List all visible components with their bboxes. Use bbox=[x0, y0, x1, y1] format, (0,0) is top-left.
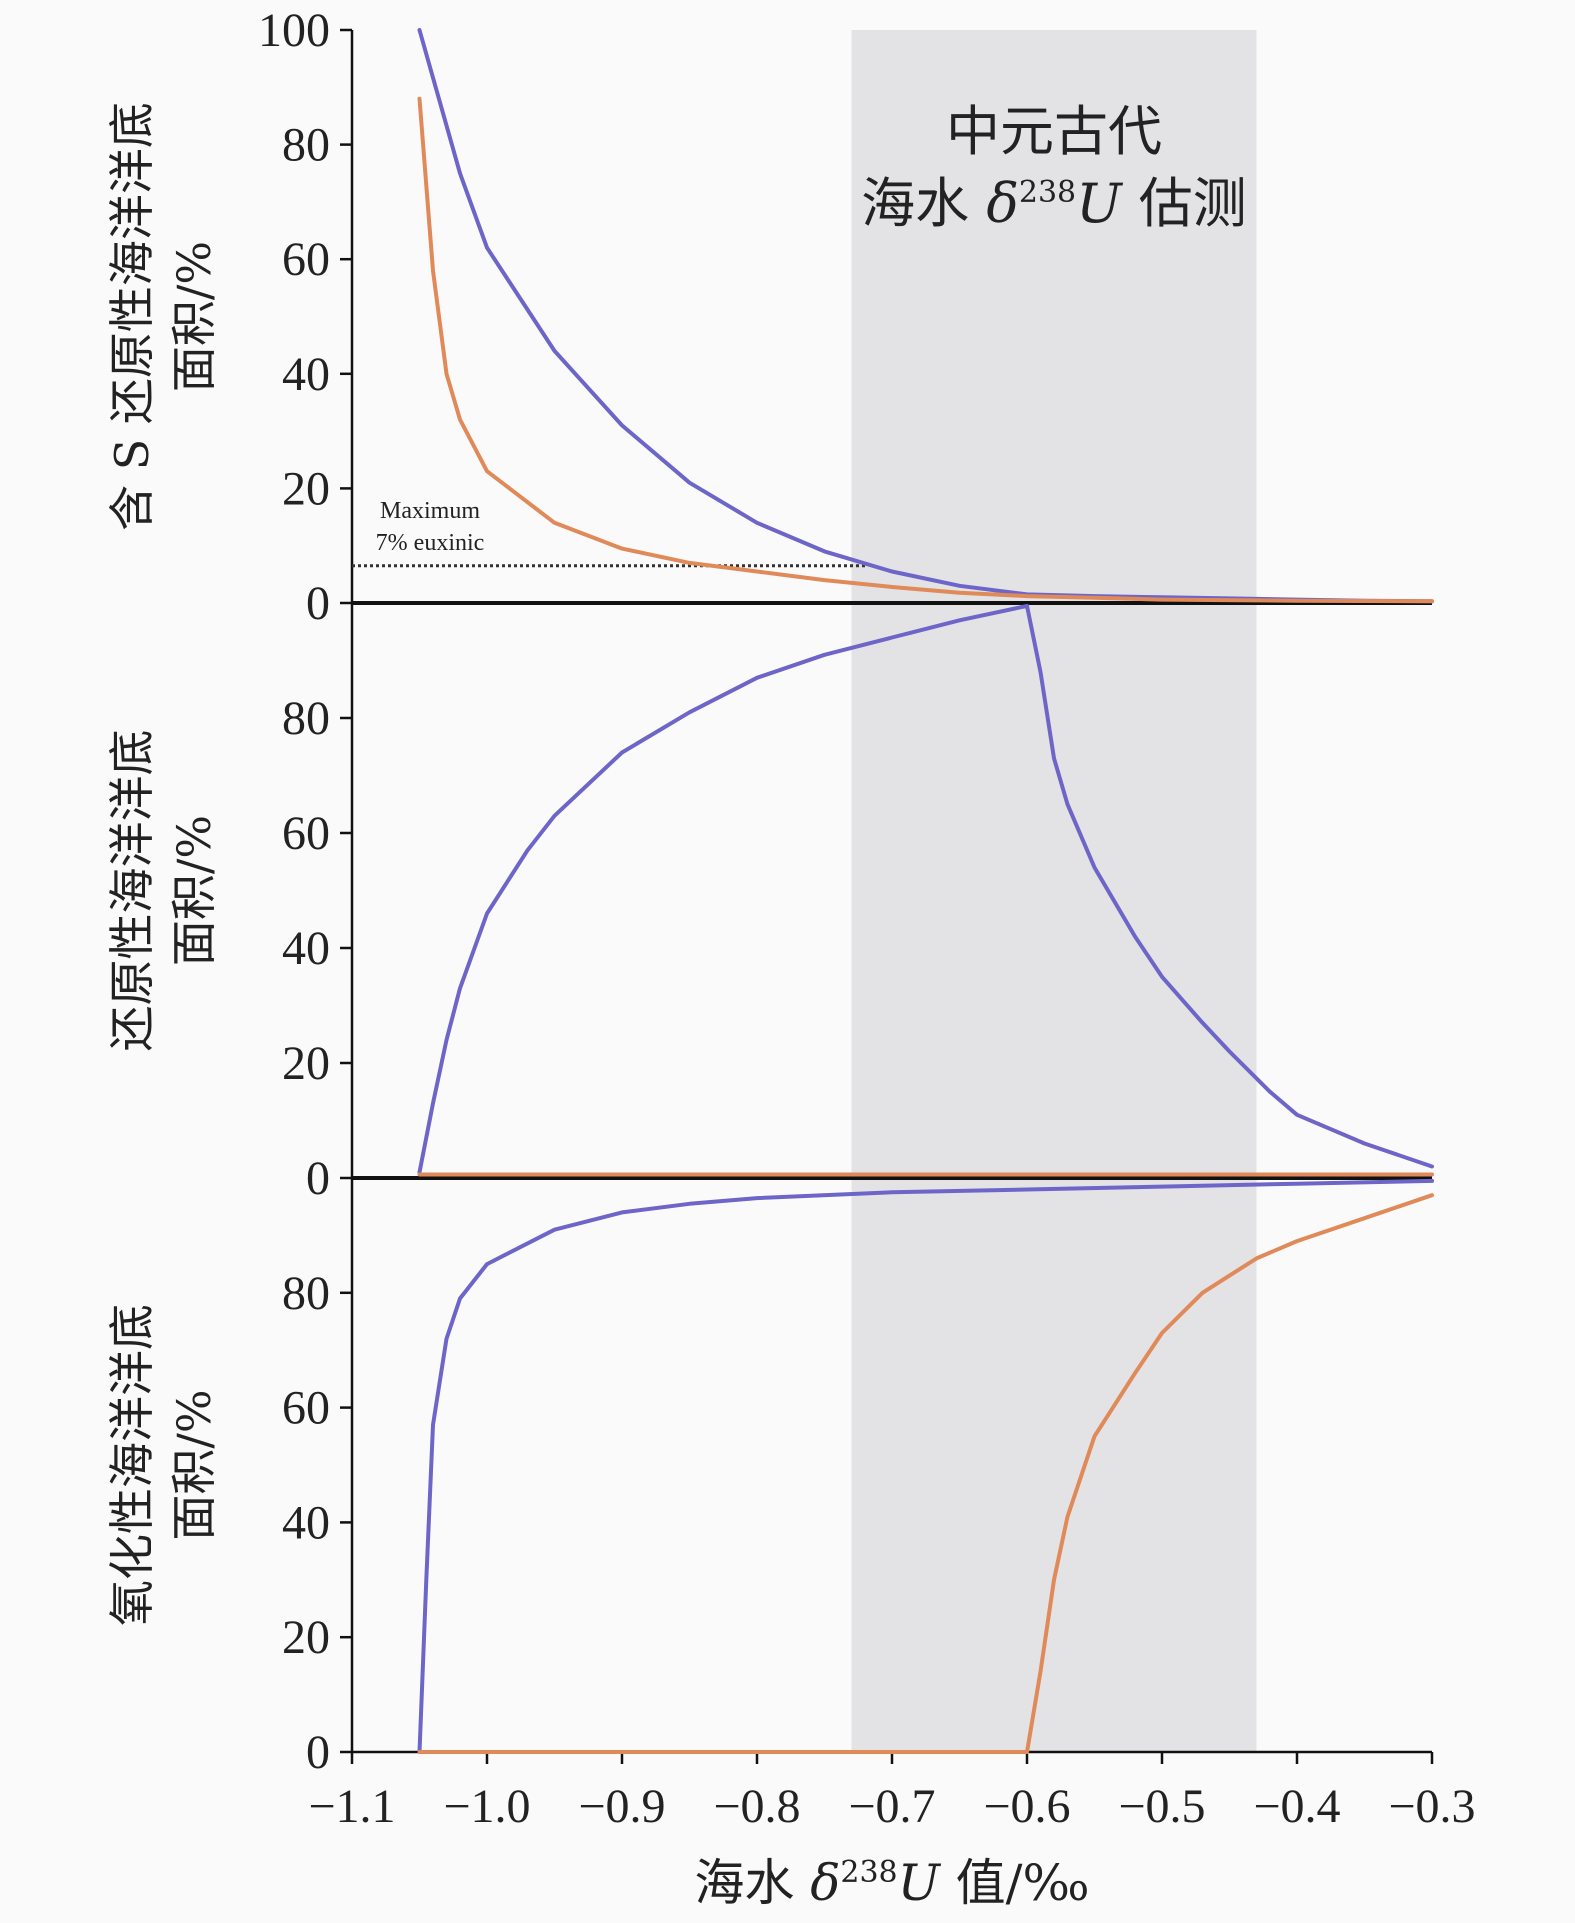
series-3-blue bbox=[417, 1178, 1434, 1754]
x-tick-label-6: −0.5 bbox=[1118, 1780, 1205, 1833]
shaded-band-layer bbox=[851, 30, 1257, 1752]
annotation-line2: 7% euxinic bbox=[376, 530, 485, 556]
text-layer: 0 20 40 60 80 100 Maximum 7% euxinic 含 S 还原性海洋洋底… bbox=[105, 4, 1476, 1912]
y-tick-label-3-0: 0 bbox=[306, 1726, 330, 1779]
y-axis-label-line1-3: 氧化性海洋洋底 bbox=[105, 1304, 159, 1626]
x-tick-label-2: −0.9 bbox=[578, 1780, 665, 1833]
x-label-post: 值/‰ bbox=[940, 1854, 1090, 1912]
y-tick-label-2-20: 20 bbox=[282, 1037, 330, 1090]
annotation-line1: Maximum bbox=[380, 498, 480, 524]
band-label-post: 估测 bbox=[1122, 172, 1247, 235]
y-tick-label-2-60: 60 bbox=[282, 807, 330, 860]
y-tick-label-3-40: 40 bbox=[282, 1496, 330, 1549]
y-tick-label-1-40: 40 bbox=[282, 348, 330, 401]
y-tick-label-2-40: 40 bbox=[282, 922, 330, 975]
band-label-sup: 238 bbox=[1019, 175, 1076, 210]
series-3-orange bbox=[417, 1193, 1434, 1754]
x-label-iso: U bbox=[898, 1854, 942, 1912]
y-axis-label-line2-3: 面积/% bbox=[167, 1389, 221, 1540]
y-axis-label-line2-2: 面积/% bbox=[167, 815, 221, 966]
x-tick-label-7: −0.4 bbox=[1253, 1780, 1340, 1833]
y-axis-label-3: 氧化性海洋洋底 面积/% bbox=[105, 1304, 221, 1626]
band-label-line1: 中元古代 bbox=[946, 100, 1162, 163]
series-2-blue bbox=[417, 603, 1434, 1175]
y-tick-label-2-80: 80 bbox=[282, 692, 330, 745]
x-tick-label-5: −0.6 bbox=[983, 1780, 1070, 1833]
x-tick-label-3: −0.8 bbox=[713, 1780, 800, 1833]
y-tick-label-2-0: 0 bbox=[306, 1152, 330, 1205]
y-tick-label-3-60: 60 bbox=[282, 1382, 330, 1435]
x-label-sup: 238 bbox=[840, 1855, 897, 1890]
y-tick-label-1-100: 100 bbox=[258, 4, 330, 57]
y-tick-label-1-0: 0 bbox=[306, 577, 330, 630]
band-label-line2: 海水 δ238U 估测 bbox=[861, 172, 1247, 235]
series-layer bbox=[417, 28, 1434, 1754]
band-label-iso: U bbox=[1076, 172, 1123, 235]
x-tick-label-1: −1.0 bbox=[443, 1780, 530, 1833]
series-1-orange bbox=[417, 96, 1434, 604]
band-label-delta: δ bbox=[986, 172, 1019, 235]
band-label-pre: 海水 bbox=[861, 172, 986, 235]
x-tick-label-8: −0.3 bbox=[1388, 1780, 1475, 1833]
x-axis-label: 海水 δ238U 值/‰ bbox=[694, 1854, 1089, 1912]
x-label-delta: δ bbox=[810, 1854, 840, 1912]
y-tick-label-1-80: 80 bbox=[282, 119, 330, 172]
x-label-pre: 海水 bbox=[694, 1854, 810, 1912]
y-axis-label-line1-1: 含 S 还原性海洋洋底 bbox=[105, 102, 159, 531]
x-tick-label-0: −1.1 bbox=[308, 1780, 395, 1833]
y-axis-label-line1-2: 还原性海洋洋底 bbox=[105, 730, 159, 1052]
y-tick-label-1-60: 60 bbox=[282, 233, 330, 286]
y-tick-label-3-20: 20 bbox=[282, 1611, 330, 1664]
y-tick-label-1-20: 20 bbox=[282, 462, 330, 515]
shaded-band bbox=[851, 30, 1257, 1752]
y-tick-label-3-80: 80 bbox=[282, 1267, 330, 1320]
y-axis-label-line2-1: 面积/% bbox=[167, 241, 221, 392]
x-tick-label-4: −0.7 bbox=[848, 1780, 935, 1833]
y-axis-label-1: 含 S 还原性海洋洋底 面积/% bbox=[105, 102, 221, 531]
y-axis-label-2: 还原性海洋洋底 面积/% bbox=[105, 730, 221, 1052]
